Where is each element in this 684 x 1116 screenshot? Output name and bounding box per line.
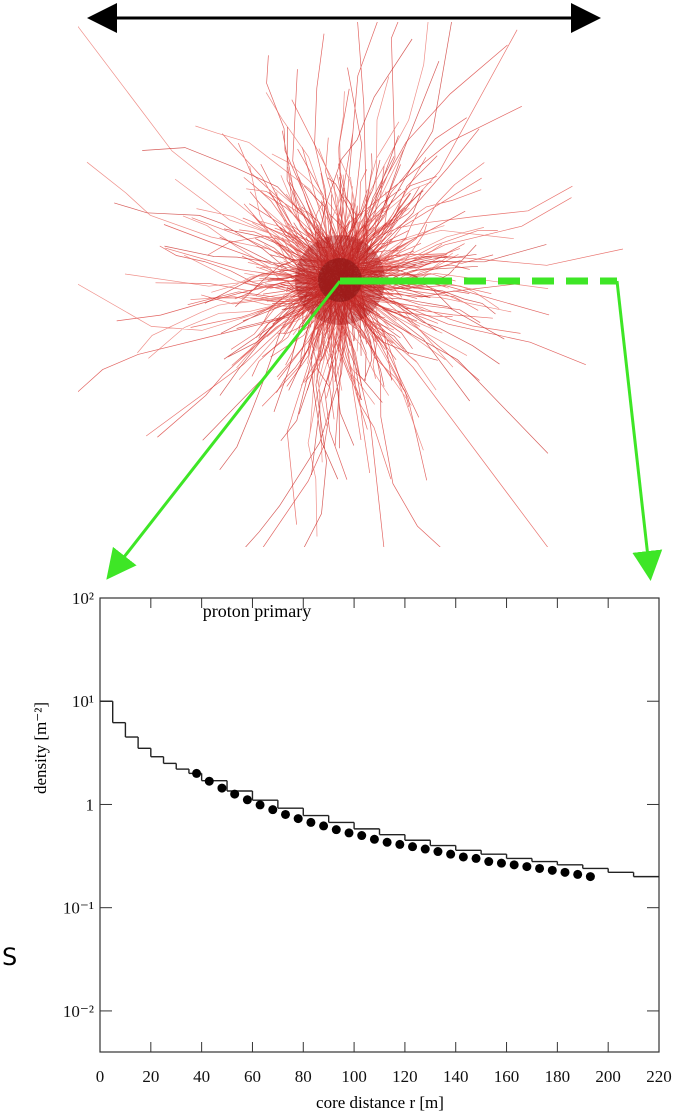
shower-image xyxy=(78,22,623,547)
plot-frame xyxy=(99,597,660,1053)
y-tick-label: 1 xyxy=(86,795,95,814)
x-tick-label: 200 xyxy=(595,1067,621,1086)
data-point xyxy=(242,795,252,805)
x-tick-label: 40 xyxy=(193,1067,210,1086)
data-point xyxy=(433,847,443,857)
data-point xyxy=(420,844,430,854)
data-point xyxy=(496,858,506,868)
y-tick-label: 10⁻² xyxy=(63,1002,94,1021)
data-point xyxy=(408,842,418,852)
x-tick-label: 220 xyxy=(646,1067,672,1086)
x-tick-label: 0 xyxy=(96,1067,105,1086)
y-tick-label: 10² xyxy=(72,589,94,608)
shower-tracks xyxy=(145,29,623,547)
data-point xyxy=(331,825,341,835)
data-point xyxy=(382,837,392,847)
data-point xyxy=(560,867,570,877)
data-point xyxy=(217,783,227,793)
data-point xyxy=(280,809,290,819)
x-tick-label: 160 xyxy=(494,1067,520,1086)
data-point xyxy=(458,852,468,862)
data-point xyxy=(344,828,354,838)
y-tick-label: 10¹ xyxy=(72,692,94,711)
data-point xyxy=(319,821,329,831)
chart: proton primary core distance r [m] densi… xyxy=(31,589,672,1112)
x-tick-label: 60 xyxy=(244,1067,261,1086)
data-point xyxy=(585,872,595,882)
x-tick-label: 120 xyxy=(392,1067,418,1086)
x-tick-label: 20 xyxy=(142,1067,159,1086)
y-axis-label: density [m⁻²] xyxy=(31,702,50,794)
data-point xyxy=(192,768,202,778)
pointer-arrow xyxy=(106,280,342,580)
data-point xyxy=(395,839,405,849)
data-point xyxy=(293,814,303,824)
x-axis-label: core distance r [m] xyxy=(316,1093,444,1112)
y-tick-label: 10⁻¹ xyxy=(63,899,94,918)
data-point xyxy=(204,776,214,786)
shower-tracks xyxy=(78,22,586,547)
data-point xyxy=(306,817,316,827)
pointer-arrow xyxy=(615,280,663,581)
data-point xyxy=(268,805,278,815)
data-point xyxy=(369,834,379,844)
data-point xyxy=(484,857,494,867)
data-point xyxy=(522,862,532,872)
data-point xyxy=(535,863,545,873)
data-point xyxy=(471,853,481,863)
x-tick-label: 180 xyxy=(545,1067,571,1086)
x-tick-label: 140 xyxy=(443,1067,469,1086)
text-fragment: S xyxy=(2,943,17,971)
data-point xyxy=(230,789,240,799)
annotation: proton primary xyxy=(203,601,311,621)
data-point xyxy=(446,849,456,859)
data-point xyxy=(255,800,265,810)
data-point xyxy=(509,860,519,870)
x-tick-label: 100 xyxy=(341,1067,367,1086)
x-tick-label: 80 xyxy=(295,1067,312,1086)
data-point xyxy=(547,865,557,875)
data-point xyxy=(573,869,583,879)
data-point xyxy=(357,831,367,841)
